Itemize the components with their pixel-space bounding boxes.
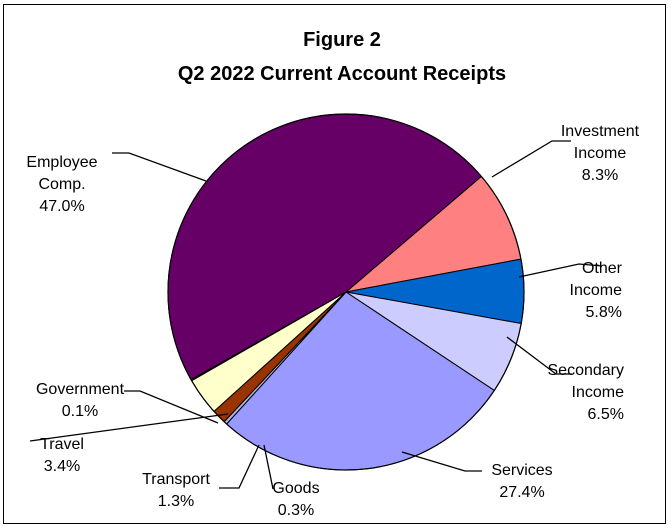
slice-percent-government: 0.1% [62,403,98,420]
leader-line-secondary-income [506,336,572,375]
pie-slices [167,113,525,471]
pie-chart: Figure 2 Q2 2022 Current Account Receipt… [26,29,639,519]
slice-name-employee-comp: Employee [26,154,97,171]
leader-lines [29,140,603,490]
slice-name-services: Services [491,462,552,479]
slice-name-goods: Goods [272,480,319,497]
slice-label-investment-income: Investment Income 8.3% [561,123,640,184]
slice-name-transport: Transport [142,471,210,488]
leader-line-travel [29,413,229,442]
slice-label-employee-comp: Employee Comp. 47.0% [26,154,97,215]
slice-name-other-income: Income [570,282,623,299]
slice-label-government: Government 0.1% [36,381,125,420]
slice-percent-other-income: 5.8% [586,304,622,321]
chart-subtitle: Q2 2022 Current Account Receipts [178,63,506,85]
slice-percent-goods: 0.3% [278,502,314,519]
slice-label-transport: Transport 1.3% [142,471,210,510]
chart-title: Figure 2 [303,29,381,51]
pie-outline [167,113,525,471]
leader-line-employee-comp [112,152,207,182]
slice-percent-travel: 3.4% [44,458,80,475]
slice-label-goods: Goods 0.3% [272,480,319,519]
leader-line-transport [219,444,260,489]
leader-line-goods [263,444,274,490]
leader-line-government [124,390,219,424]
slice-percent-investment-income: 8.3% [582,167,618,184]
slice-labels: Investment Income 8.3% Other Income 5.8% Secon… [26,123,639,519]
slice-percent-employee-comp: 47.0% [39,198,84,215]
leader-line-investment-income [491,140,571,178]
slice-name-travel: Travel [40,436,84,453]
slice-label-services: Services 27.4% [491,462,552,501]
leader-line-services [401,451,482,472]
slice-name-investment-income: Investment [561,123,640,140]
slice-percent-transport: 1.3% [158,493,194,510]
slice-name-investment-income: Income [574,145,627,162]
slice-percent-secondary-income: 6.5% [588,406,624,423]
slice-label-travel: Travel 3.4% [40,436,84,475]
slice-label-other-income: Other Income 5.8% [570,260,623,321]
leader-line-other-income [518,263,603,278]
slice-name-secondary-income: Income [572,384,625,401]
chart-frame: Figure 2 Q2 2022 Current Account Receipt… [3,4,666,524]
slice-name-other-income: Other [582,260,623,277]
slice-name-employee-comp: Comp. [38,176,85,193]
slice-label-secondary-income: Secondary Income 6.5% [548,362,625,423]
slice-percent-services: 27.4% [499,484,544,501]
slice-name-secondary-income: Secondary [548,362,625,379]
slice-name-government: Government [36,381,125,398]
